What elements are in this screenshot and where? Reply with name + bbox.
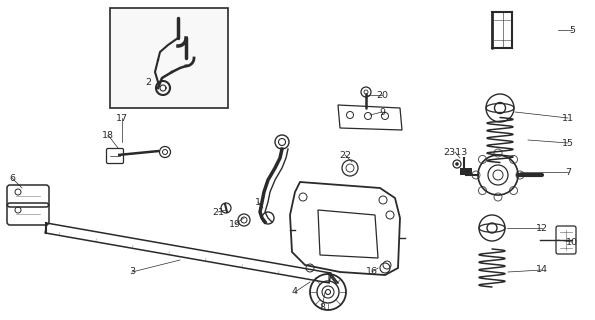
Text: 22: 22 — [339, 150, 351, 159]
Text: 14: 14 — [536, 266, 548, 275]
Circle shape — [455, 162, 459, 166]
Text: 18: 18 — [102, 131, 114, 140]
Text: 15: 15 — [562, 139, 574, 148]
Text: 12: 12 — [536, 223, 548, 233]
Text: 8: 8 — [319, 303, 325, 313]
Text: 6: 6 — [9, 173, 15, 182]
Text: 4: 4 — [292, 287, 298, 297]
Text: 16: 16 — [366, 268, 378, 276]
Text: 19: 19 — [229, 220, 241, 228]
Text: 20: 20 — [376, 91, 388, 100]
Text: 21: 21 — [212, 207, 224, 217]
Bar — [460, 168, 472, 175]
Text: 1: 1 — [255, 197, 261, 206]
Text: 2313: 2313 — [443, 148, 467, 156]
Text: 17: 17 — [116, 114, 128, 123]
Text: 3: 3 — [129, 268, 135, 276]
Text: 11: 11 — [562, 114, 574, 123]
Text: 9: 9 — [379, 108, 385, 116]
Bar — [110, 8, 228, 108]
Text: 10: 10 — [566, 237, 578, 246]
Text: 7: 7 — [565, 167, 571, 177]
Text: 2: 2 — [145, 77, 151, 86]
Text: 5: 5 — [569, 26, 575, 35]
